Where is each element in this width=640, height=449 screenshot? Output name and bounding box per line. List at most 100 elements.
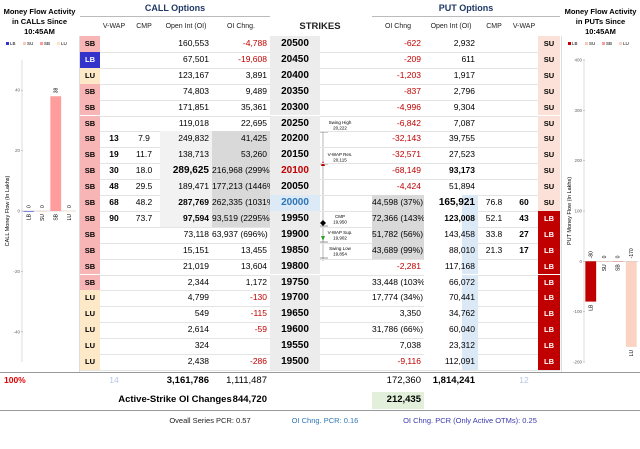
row-rule (80, 83, 560, 85)
put-signal: SU (538, 115, 560, 132)
data-label: -170 (629, 248, 635, 258)
bar (598, 261, 610, 262)
strike: 20150 (270, 147, 320, 164)
call-oi: 119,018 (178, 117, 209, 128)
call-oi-change: 3,891 (245, 69, 267, 80)
call-count: 14 (109, 375, 119, 385)
call-signal: LU (80, 306, 100, 323)
y-tick-label: 0 (17, 209, 20, 214)
put-oi: 9,304 (453, 101, 475, 112)
data-label: 0 (26, 205, 32, 208)
call-vwap: 30 (109, 165, 119, 176)
put-oi: 27,523 (449, 149, 475, 160)
call-oi-change: -130 (249, 292, 267, 303)
level-label: V-WAP Res. (328, 152, 353, 157)
strike: 19850 (270, 242, 320, 259)
legend-swatch (6, 42, 9, 45)
active-label: Active-Strike OI Changes (118, 394, 232, 405)
put-signal: SU (538, 67, 560, 84)
put-oi-change: -2,281 (396, 260, 421, 271)
put-signal: SU (538, 99, 560, 116)
y-tick-label: 40 (15, 88, 21, 93)
put-oi-change-total: 172,360 (386, 375, 421, 386)
call-signal: SB (80, 83, 100, 100)
level-label: Swing Low (329, 246, 352, 251)
call-signal: LU (80, 290, 100, 307)
call-oi: 67,501 (183, 53, 209, 64)
call-oi-change: -115 (250, 308, 267, 319)
put-oi: 165,921 (424, 195, 478, 211)
left-panel-title: Money Flow Activity in CALLs Since 10:45… (3, 7, 76, 36)
legend-label: SB (606, 41, 612, 46)
strike: 19750 (270, 274, 320, 291)
total-percent: 100% (4, 375, 26, 385)
row-rule (80, 306, 560, 308)
legend-swatch (568, 42, 571, 45)
put-signal: LB (538, 338, 560, 354)
call-oi-change: 13,604 (241, 260, 267, 271)
x-tick-label: LB (588, 304, 594, 311)
put-oi: 66,072 (424, 274, 478, 291)
strike: 20400 (270, 67, 320, 84)
row-rule (80, 51, 560, 53)
call-signal: SB (80, 163, 100, 180)
row-rule (80, 115, 560, 117)
call-oi-change-total: 1,111,487 (226, 375, 267, 386)
row-rule (80, 210, 560, 212)
bar (36, 211, 48, 212)
call-oi-change: 53,260 (212, 147, 270, 164)
call-oi-change: 22,695 (241, 117, 267, 128)
call-cmp: 48.2 (135, 197, 153, 207)
put-oi-change: -6,842 (396, 117, 421, 128)
call-oi: 73,118 (183, 228, 209, 239)
row-rule (80, 322, 560, 324)
put-oi: 93,173 (449, 165, 475, 176)
call-signal: SB (80, 210, 100, 227)
row-rule (80, 179, 560, 181)
level-label: Swing High (329, 120, 352, 125)
row-rule (80, 195, 560, 196)
put-column-header: CMP (486, 23, 502, 30)
call-oi: 15,151 (183, 244, 209, 255)
row-rule (80, 290, 560, 292)
call-column-header: CMP (136, 23, 152, 30)
call-signal: SB (80, 274, 100, 291)
call-signal: SB (80, 195, 100, 211)
strike: 20250 (270, 115, 320, 132)
call-signal: SB (80, 179, 100, 195)
call-oi: 97,594 (160, 210, 212, 227)
x-tick-label: LU (629, 350, 635, 357)
level-value: 20,115 (333, 158, 347, 163)
active-put: 212,435 (372, 392, 424, 409)
put-cmp: 52.1 (485, 212, 503, 223)
level-label: V-WAP Sup. (328, 230, 353, 235)
put-signal: SU (538, 36, 560, 52)
call-signal: SB (80, 131, 100, 148)
put-oi-change: 44,598 (37%) (372, 195, 424, 211)
call-oi: 549 (194, 308, 209, 319)
call-oi-change: 63,937 (696%) (212, 228, 268, 239)
put-signal: LB (538, 258, 560, 275)
legend-label: SU (27, 41, 33, 46)
call-vwap: 13 (109, 133, 119, 144)
strike: 19650 (270, 306, 320, 323)
call-signal: LU (80, 67, 100, 84)
call-oi: 249,832 (160, 131, 212, 148)
strike: 20200 (270, 131, 320, 148)
strike: 19900 (270, 226, 320, 243)
y-axis-title: CALL Money Flow (In Lakhs) (5, 175, 11, 246)
put-oi: 23,312 (424, 338, 478, 354)
legend-label: LB (10, 41, 16, 46)
call-vwap: 68 (109, 197, 119, 207)
level-value: 19,854 (333, 252, 347, 257)
call-oi: 324 (194, 340, 209, 351)
call-cmp: 7.9 (138, 133, 150, 144)
footer-stat: Oveall Series PCR: 0.57 (169, 416, 251, 425)
y-tick-label: -100 (573, 309, 583, 314)
row-rule (80, 338, 560, 340)
put-oi-change: 72,366 (143%) (372, 210, 424, 227)
strike: 19500 (270, 354, 320, 370)
totals-rule (0, 372, 640, 373)
legend-label: SU (589, 41, 595, 46)
call-oi: 171,851 (178, 101, 209, 112)
